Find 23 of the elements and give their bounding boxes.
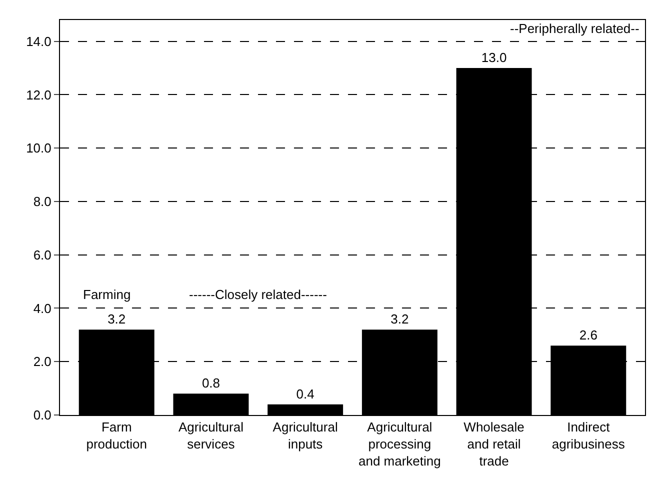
y-tick-label: 0.0 [33, 408, 52, 423]
x-tick-label: Farm production [86, 420, 147, 452]
annotation: ------Closely related------ [189, 287, 327, 302]
data-label: 0.8 [202, 376, 220, 391]
y-tick-label: 8.0 [33, 194, 52, 210]
x-tick-label: Indirect agribusiness [552, 420, 626, 452]
y-tick-label: 2.0 [33, 354, 52, 370]
annotation: --Peripherally related-- [510, 21, 640, 36]
x-tick-label: Agricultural inputs [272, 420, 338, 452]
y-tick-label: 4.0 [33, 300, 52, 316]
data-label: 0.4 [296, 386, 314, 402]
x-tick-label: Wholesale and retail trade [464, 420, 524, 468]
annotation: Farming [83, 287, 131, 302]
y-tick-label: 14.0 [26, 34, 52, 49]
data-label: 3.2 [108, 312, 126, 327]
y-tick-label: 12.0 [26, 87, 52, 102]
data-label: 3.2 [390, 312, 409, 327]
data-label: 2.6 [579, 328, 598, 343]
x-tick-label: Agricultural processing and marketing [358, 420, 441, 468]
data-label: 13.0 [481, 50, 507, 66]
x-tick-label: Agricultural services [178, 420, 244, 452]
y-tick-label: 6.0 [33, 247, 52, 262]
y-tick-label: 10.0 [26, 140, 52, 156]
